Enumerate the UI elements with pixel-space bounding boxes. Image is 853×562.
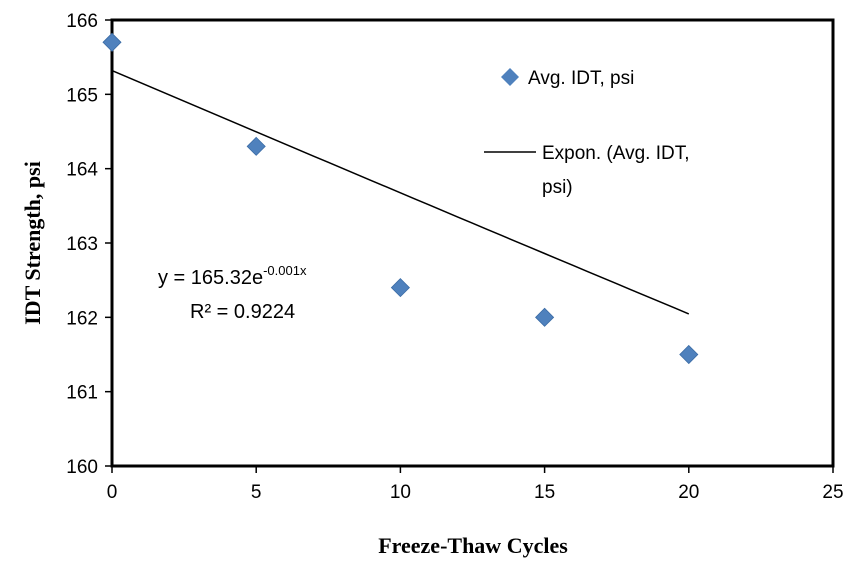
y-tick-label: 160 (66, 457, 98, 478)
x-axis-ticks: 0 5 10 15 20 25 (107, 466, 844, 503)
trendline-equation: y = 165.32e-0.001x R² = 0.9224 (158, 263, 307, 323)
y-tick-label: 162 (66, 308, 98, 329)
x-axis-title: Freeze-Thaw Cycles (378, 533, 568, 558)
r-squared-label: R² = 0.9224 (190, 301, 295, 323)
legend-label-trendline-line2: psi) (542, 177, 573, 198)
y-tick-label: 166 (66, 11, 98, 32)
data-point-marker (679, 344, 699, 365)
data-point-marker (390, 278, 410, 298)
x-tick-label: 25 (822, 482, 843, 503)
x-tick-label: 20 (678, 482, 699, 503)
legend: Avg. IDT, psi Expon. (Avg. IDT, psi) (484, 68, 690, 198)
exponential-trendline (111, 69, 690, 315)
data-points (102, 32, 699, 365)
legend-label-avg-idt: Avg. IDT, psi (528, 68, 634, 89)
y-tick-label: 164 (66, 160, 98, 181)
x-tick-label: 10 (390, 482, 411, 503)
equation-label: y = 165.32e-0.001x (158, 263, 307, 289)
x-tick-label: 0 (107, 482, 118, 503)
equation-prefix: y = 165.32e (158, 267, 263, 289)
y-tick-label: 163 (66, 234, 98, 255)
plot-area-frame (110, 18, 835, 468)
data-point-marker (535, 307, 555, 327)
legend-marker-avg-idt (501, 68, 519, 86)
legend-label-trendline-line1: Expon. (Avg. IDT, (542, 143, 690, 164)
x-tick-label: 5 (251, 482, 262, 503)
y-axis-title: IDT Strength, psi (20, 161, 45, 325)
data-point-marker (102, 32, 122, 52)
x-tick-label: 15 (534, 482, 555, 503)
y-tick-label: 165 (66, 85, 98, 106)
data-point-marker (246, 136, 266, 156)
equation-exponent: -0.001x (263, 263, 307, 278)
y-tick-label: 161 (66, 383, 98, 404)
y-axis-ticks: 160 161 162 163 164 165 166 (66, 11, 112, 478)
